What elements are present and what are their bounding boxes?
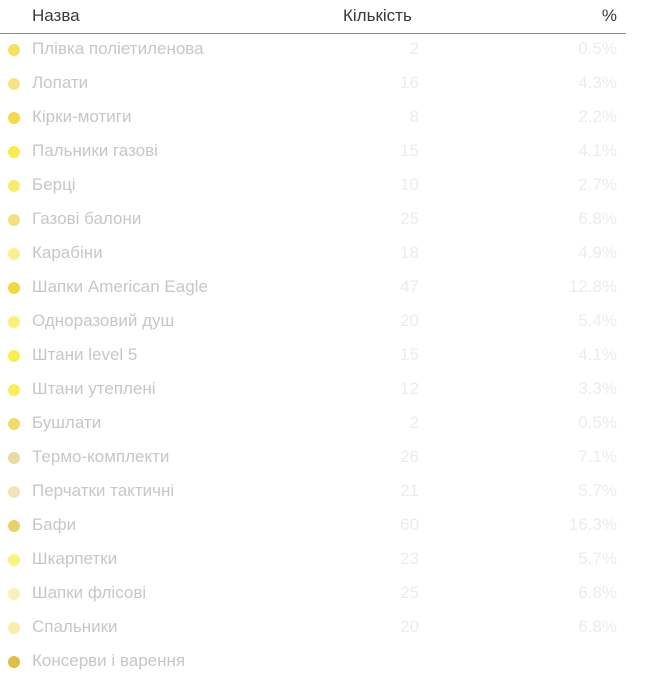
color-dot-icon — [8, 248, 20, 260]
table-row: Шапки флісові 25 6.8% — [0, 577, 626, 611]
row-quantity: 15 — [400, 141, 419, 160]
color-dot-icon — [8, 656, 20, 668]
color-dot-icon — [8, 112, 20, 124]
table-row: Штани level 5 15 4.1% — [0, 339, 626, 373]
row-quantity: 26 — [400, 447, 419, 466]
row-name: Штани level 5 — [32, 345, 138, 364]
row-name: Термо-комплекти — [32, 447, 170, 466]
table-row: Берці 10 2.7% — [0, 169, 626, 203]
row-name: Шкарпетки — [32, 549, 118, 568]
row-percent: 4.1% — [578, 345, 617, 364]
color-dot-icon — [8, 44, 20, 56]
header-name: Назва — [32, 6, 80, 25]
row-percent: 16.3% — [568, 515, 617, 534]
row-name: Бафи — [32, 515, 77, 534]
color-dot-icon — [8, 622, 20, 634]
row-percent: 6.8% — [578, 209, 617, 228]
row-percent: 2.2% — [578, 107, 617, 126]
row-percent: 6.8% — [578, 617, 617, 636]
color-dot-icon — [8, 554, 20, 566]
row-quantity: 47 — [400, 277, 419, 296]
row-name: Пальники газові — [32, 141, 158, 160]
color-dot-icon — [8, 384, 20, 396]
table-row: Бушлати 2 0.5% — [0, 407, 626, 441]
row-percent: 5.7% — [578, 549, 617, 568]
row-percent: 4.1% — [578, 141, 617, 160]
table-row: Консерви і варення — [0, 645, 626, 679]
row-percent: 7.1% — [578, 447, 617, 466]
row-quantity: 20 — [400, 311, 419, 330]
row-quantity: 18 — [400, 243, 419, 262]
color-dot-icon — [8, 316, 20, 328]
table-row: Термо-комплекти 26 7.1% — [0, 441, 626, 475]
table-row: Спальники 20 6.8% — [0, 611, 626, 645]
color-dot-icon — [8, 588, 20, 600]
row-quantity: 25 — [400, 209, 419, 228]
color-dot-icon — [8, 78, 20, 90]
row-name: Кірки-мотиги — [32, 107, 132, 126]
row-quantity: 12 — [400, 379, 419, 398]
row-quantity: 8 — [409, 107, 419, 126]
table-row: Перчатки тактичні 21 5.7% — [0, 475, 626, 509]
color-dot-icon — [8, 282, 20, 294]
row-quantity: 23 — [400, 549, 419, 568]
row-name: Шапки American Eagle — [32, 277, 208, 296]
row-quantity: 20 — [400, 617, 419, 636]
row-percent: 4.9% — [578, 243, 617, 262]
row-name: Карабіни — [32, 243, 103, 262]
row-quantity: 60 — [400, 515, 419, 534]
row-percent: 4.3% — [578, 73, 617, 92]
row-name: Берці — [32, 175, 76, 194]
color-dot-icon — [8, 520, 20, 532]
color-dot-icon — [8, 418, 20, 430]
table-row: Кірки-мотиги 8 2.2% — [0, 101, 626, 135]
row-name: Шапки флісові — [32, 583, 147, 602]
color-dot-icon — [8, 180, 20, 192]
table-row: Шапки American Eagle 47 12.8% — [0, 271, 626, 305]
color-dot-icon — [8, 452, 20, 464]
table-row: Лопати 16 4.3% — [0, 67, 626, 101]
row-quantity: 10 — [400, 175, 419, 194]
row-name: Перчатки тактичні — [32, 481, 175, 500]
table-row: Шкарпетки 23 5.7% — [0, 543, 626, 577]
row-percent: 6.8% — [578, 583, 617, 602]
table-row: Штани утеплені 12 3.3% — [0, 373, 626, 407]
row-percent: 2.7% — [578, 175, 617, 194]
table-row: Бафи 60 16.3% — [0, 509, 626, 543]
table-row: Плівка поліетиленова 2 0.5% — [0, 33, 626, 67]
row-quantity: 2 — [409, 39, 419, 58]
header-percent: % — [601, 6, 617, 25]
color-dot-icon — [8, 146, 20, 158]
row-name: Штани утеплені — [32, 379, 156, 398]
row-percent: 0.5% — [578, 39, 617, 58]
row-percent: 3.3% — [578, 379, 617, 398]
color-dot-icon — [8, 350, 20, 362]
header-quantity: Кількість — [343, 6, 412, 25]
row-name: Спальники — [32, 617, 118, 636]
color-dot-icon — [8, 214, 20, 226]
row-percent: 0.5% — [578, 413, 617, 432]
color-dot-icon — [8, 486, 20, 498]
row-quantity: 21 — [400, 481, 419, 500]
row-name: Газові балони — [32, 209, 142, 228]
row-name: Плівка поліетиленова — [32, 39, 204, 58]
row-quantity: 25 — [400, 583, 419, 602]
row-percent: 5.4% — [578, 311, 617, 330]
row-quantity: 15 — [400, 345, 419, 364]
row-quantity: 16 — [400, 73, 419, 92]
table-row: Одноразовий душ 20 5.4% — [0, 305, 626, 339]
row-name: Лопати — [32, 73, 89, 92]
table-row: Газові балони 25 6.8% — [0, 203, 626, 237]
row-percent: 5.7% — [578, 481, 617, 500]
table-row: Пальники газові 15 4.1% — [0, 135, 626, 169]
row-name: Консерви і варення — [32, 651, 186, 670]
table-row: Карабіни 18 4.9% — [0, 237, 626, 271]
row-name: Одноразовий душ — [32, 311, 175, 330]
table-header: Назва Кількість % — [0, 0, 626, 34]
row-percent: 12.8% — [568, 277, 617, 296]
row-name: Бушлати — [32, 413, 102, 432]
row-quantity: 2 — [409, 413, 419, 432]
